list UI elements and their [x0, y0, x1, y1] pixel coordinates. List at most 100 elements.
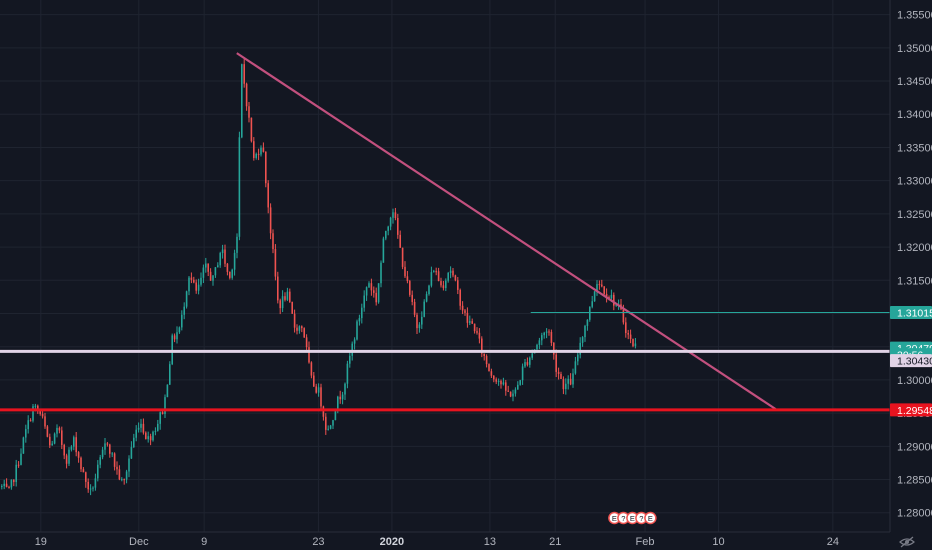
x-tick-label: Feb	[636, 536, 655, 548]
candle-body	[421, 316, 423, 325]
event-marker[interactable]: ?	[617, 511, 630, 525]
candle-body	[495, 379, 497, 382]
candle-body	[457, 280, 459, 290]
candle-body	[238, 137, 241, 237]
candle-body	[433, 271, 435, 273]
candle-body	[303, 328, 305, 338]
candle-body	[51, 443, 53, 446]
candle-body	[70, 446, 73, 450]
candle-body	[469, 321, 471, 323]
candle-body	[284, 296, 286, 300]
y-tick-label: 1.28500	[897, 475, 932, 487]
candle-body	[166, 384, 169, 398]
candle-body	[207, 263, 209, 272]
candle-body	[485, 355, 488, 365]
candle-body	[569, 378, 572, 385]
hide-icon[interactable]	[899, 536, 915, 548]
candle-body	[627, 333, 629, 335]
candle-body	[39, 411, 41, 414]
drawn-lines	[0, 52, 890, 412]
candle-body	[123, 479, 125, 481]
event-marker-label: E	[648, 514, 653, 523]
candle-body	[188, 277, 190, 292]
candle-body	[49, 436, 51, 446]
event-markers[interactable]: E? E? E	[608, 511, 657, 525]
price-axis[interactable]	[890, 0, 932, 550]
event-marker[interactable]: E	[644, 511, 657, 525]
candle-body	[32, 406, 34, 421]
candle-body	[329, 425, 332, 429]
candle-body	[625, 322, 627, 334]
candle-body	[147, 436, 149, 440]
candle-body	[521, 366, 524, 381]
time-axis[interactable]	[0, 532, 932, 550]
candle-body	[214, 267, 217, 276]
x-tick-label: 9	[201, 536, 207, 548]
candle-body	[423, 301, 425, 317]
candle-body	[598, 284, 601, 286]
candle-body	[27, 420, 29, 430]
candle-body	[452, 270, 454, 276]
candle-body	[584, 325, 586, 338]
candle-body	[301, 326, 303, 329]
candle-body	[58, 427, 61, 431]
candle-body	[231, 269, 233, 278]
candle-body	[209, 271, 212, 281]
candle-body	[430, 272, 433, 286]
support-label-bg	[890, 403, 932, 417]
candle-body	[394, 212, 397, 219]
candle-body	[101, 449, 104, 458]
x-tick-label: 24	[827, 536, 839, 548]
candle-body	[255, 153, 257, 158]
candle-body	[118, 469, 121, 480]
candle-body	[579, 342, 581, 355]
candle-body	[351, 343, 353, 356]
candle-body	[401, 247, 404, 267]
candle-body	[233, 252, 236, 270]
event-marker-label: E	[612, 514, 617, 523]
candle-body	[5, 483, 8, 487]
candle-body	[145, 432, 147, 440]
candle-body	[195, 282, 197, 291]
candle-body	[392, 212, 394, 218]
candle-body	[89, 488, 92, 490]
candle-body	[322, 406, 325, 417]
candle-body	[337, 396, 339, 412]
candle-body	[615, 304, 617, 306]
y-tick-label: 1.28000	[897, 508, 932, 520]
candle-body	[250, 117, 253, 142]
candle-body	[589, 306, 591, 320]
candle-body	[308, 347, 310, 363]
candle-body	[581, 337, 584, 343]
candle-body	[281, 296, 284, 309]
current-line-label: 1.30430	[897, 356, 932, 368]
x-tick-label: 19	[35, 536, 47, 548]
candle-body	[171, 335, 173, 365]
grid-lines	[0, 0, 890, 532]
candle-body	[202, 267, 205, 278]
y-tick-label: 1.31500	[897, 275, 932, 287]
candle-body	[46, 426, 49, 437]
candle-body	[536, 344, 538, 350]
candle-body	[327, 428, 329, 430]
candle-body	[269, 207, 272, 234]
candle-body	[524, 362, 526, 367]
candle-body	[15, 464, 17, 483]
candle-body	[591, 301, 593, 307]
candle-body	[94, 478, 97, 488]
candle-body	[197, 284, 200, 291]
candle-body	[61, 430, 63, 445]
candle-body	[286, 291, 289, 300]
candle-body	[505, 382, 507, 391]
candle-body	[365, 287, 368, 296]
candle-body	[497, 380, 500, 382]
y-tick-label: 1.33000	[897, 176, 932, 188]
candle-body	[555, 354, 557, 372]
candle-body	[603, 286, 605, 294]
candle-body	[545, 331, 548, 333]
candle-body	[543, 332, 545, 336]
candle-body	[104, 443, 106, 450]
candle-body	[622, 309, 625, 323]
